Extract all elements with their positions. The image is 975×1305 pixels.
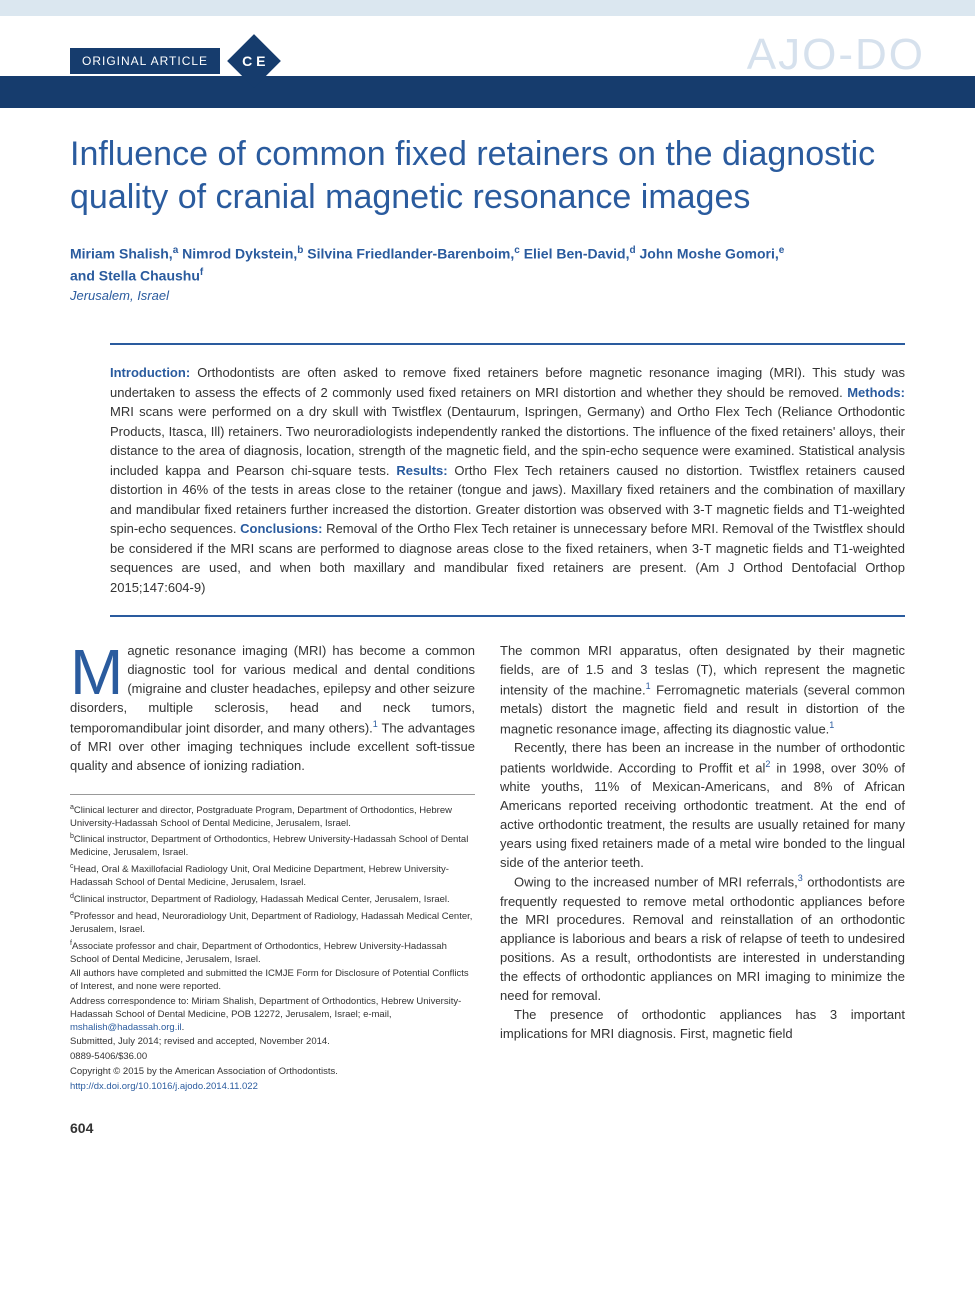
footnote-correspondence: Address correspondence to: Miriam Shalis… [70, 996, 461, 1020]
author-2: Nimrod Dykstein, [182, 246, 297, 262]
body-p4b: orthodontists are frequently requested t… [500, 875, 905, 1003]
author-1: Miriam Shalish, [70, 246, 173, 262]
footnote-copyright: Copyright © 2015 by the American Associa… [70, 1066, 475, 1079]
doi-link[interactable]: http://dx.doi.org/10.1016/j.ajodo.2014.1… [70, 1081, 258, 1092]
abstract-intro-label: Introduction: [110, 365, 197, 380]
author-4: Eliel Ben-David, [524, 246, 630, 262]
footnote-a: Clinical lecturer and director, Postgrad… [70, 805, 452, 829]
footnote-e: Professor and head, Neuroradiology Unit,… [70, 911, 472, 935]
author-5: John Moshe Gomori, [640, 246, 779, 262]
abstract: Introduction: Orthodontists are often as… [110, 343, 905, 617]
author-6: and Stella Chaushu [70, 267, 200, 283]
affiliation-city: Jerusalem, Israel [70, 288, 905, 303]
footnote-c: Head, Oral & Maxillofacial Radiology Uni… [70, 864, 449, 888]
header-bar: ORIGINAL ARTICLE C E AJO-DO [70, 36, 925, 86]
ce-badge-text: C E [242, 53, 265, 69]
affil-sup: b [297, 245, 303, 256]
affil-sup: f [200, 267, 203, 278]
body-para-4: Owing to the increased number of MRI ref… [500, 872, 905, 1005]
body-para-3: Recently, there has been an increase in … [500, 739, 905, 872]
body-p4a: Owing to the increased number of MRI ref… [514, 875, 798, 890]
top-band [0, 0, 975, 16]
affil-sup: e [779, 245, 785, 256]
page-number: 604 [0, 1116, 975, 1156]
body-columns: Magnetic resonance imaging (MRI) has bec… [0, 642, 975, 1115]
left-column: Magnetic resonance imaging (MRI) has bec… [70, 642, 475, 1095]
correspondence-email-link[interactable]: mshalish@hadassah.org.il [70, 1022, 182, 1033]
author-3: Silvina Friedlander-Barenboim, [307, 246, 514, 262]
journal-logo: AJO-DO [747, 30, 925, 80]
ce-badge: C E [227, 34, 281, 88]
body-para-1: Magnetic resonance imaging (MRI) has bec… [70, 642, 475, 775]
footnote-f: Associate professor and chair, Departmen… [70, 941, 447, 965]
abstract-conclusions-label: Conclusions: [240, 521, 326, 536]
affil-sup: a [173, 245, 179, 256]
right-column: The common MRI apparatus, often designat… [500, 642, 905, 1095]
dropcap: M [70, 642, 127, 696]
footnotes: aClinical lecturer and director, Postgra… [70, 794, 475, 1094]
body-para-5: The presence of orthodontic appliances h… [500, 1006, 905, 1044]
footnote-b: Clinical instructor, Department of Ortho… [70, 834, 468, 858]
article-type-label: ORIGINAL ARTICLE [70, 48, 220, 74]
affil-sup: c [514, 245, 520, 256]
abstract-methods-label: Methods: [847, 385, 905, 400]
footnote-d: Clinical instructor, Department of Radio… [74, 894, 450, 905]
ref-superscript[interactable]: 1 [829, 720, 834, 730]
footnote-submitted: Submitted, July 2014; revised and accept… [70, 1036, 475, 1049]
body-para-2: The common MRI apparatus, often designat… [500, 642, 905, 739]
abstract-intro: Orthodontists are often asked to remove … [110, 365, 905, 400]
footnote-disclosure: All authors have completed and submitted… [70, 968, 475, 994]
authors-line: Miriam Shalish,a Nimrod Dykstein,b Silvi… [70, 243, 905, 286]
footnote-issn: 0889-5406/$36.00 [70, 1051, 475, 1064]
body-p3b: in 1998, over 30% of white youths, 11% o… [500, 760, 905, 869]
affil-sup: d [630, 245, 636, 256]
article-title: Influence of common fixed retainers on t… [70, 133, 905, 218]
abstract-results-label: Results: [396, 463, 454, 478]
